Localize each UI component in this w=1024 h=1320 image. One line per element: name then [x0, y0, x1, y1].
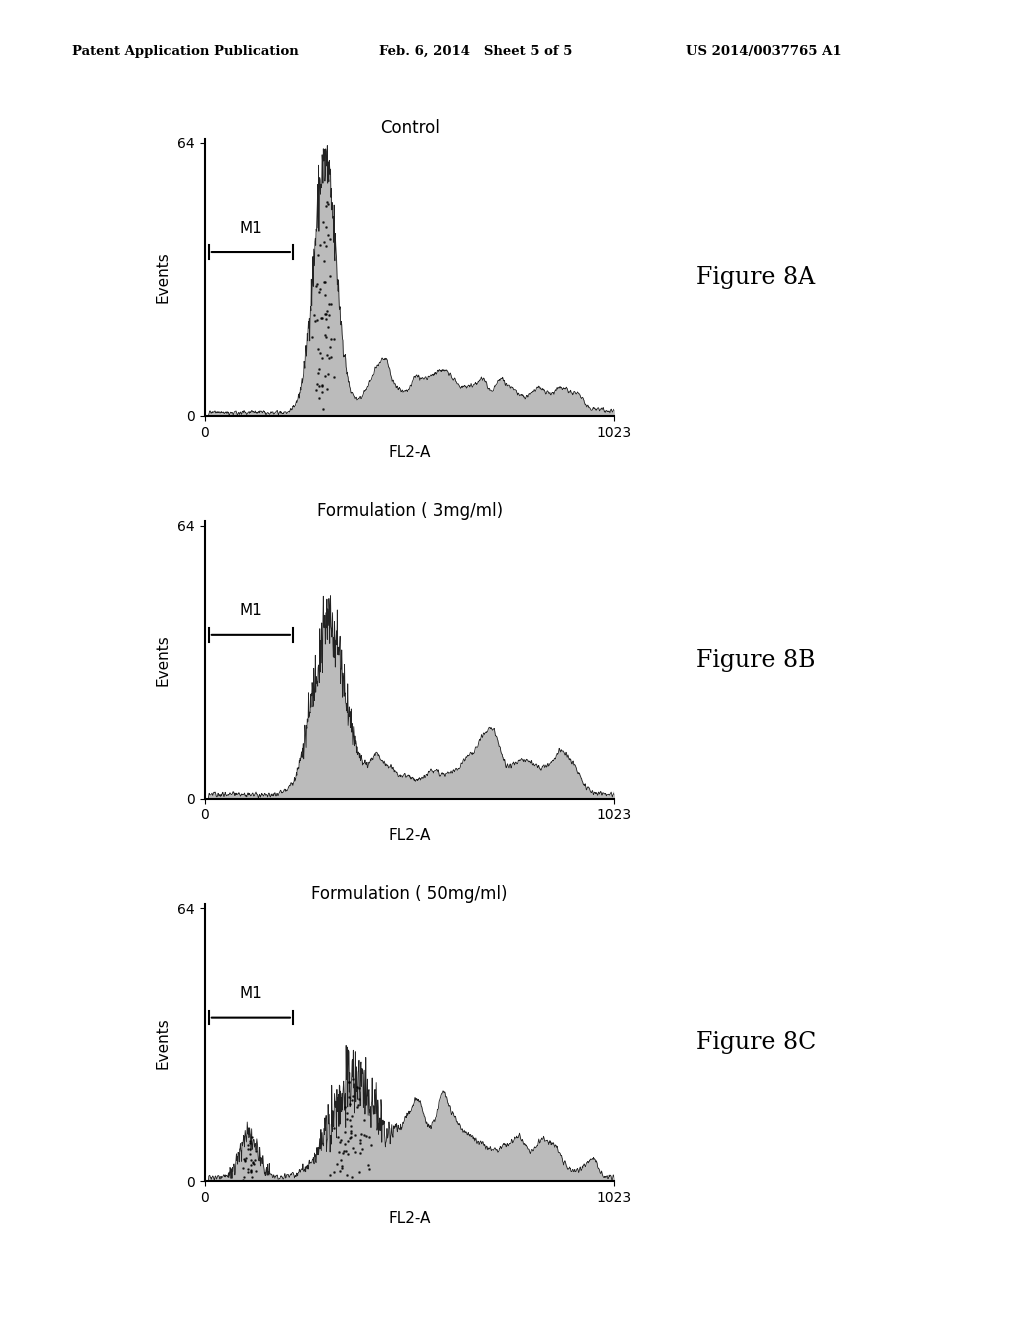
Text: Feb. 6, 2014   Sheet 5 of 5: Feb. 6, 2014 Sheet 5 of 5	[379, 45, 572, 58]
Y-axis label: Events: Events	[156, 634, 171, 686]
Title: Control: Control	[380, 119, 439, 137]
X-axis label: FL2-A: FL2-A	[388, 445, 431, 461]
Text: Figure 8B: Figure 8B	[696, 648, 816, 672]
Title: Formulation ( 3mg/ml): Formulation ( 3mg/ml)	[316, 502, 503, 520]
X-axis label: FL2-A: FL2-A	[388, 828, 431, 843]
Text: M1: M1	[240, 603, 262, 619]
Text: Figure 8C: Figure 8C	[696, 1031, 816, 1055]
X-axis label: FL2-A: FL2-A	[388, 1210, 431, 1226]
Y-axis label: Events: Events	[156, 1016, 171, 1069]
Text: US 2014/0037765 A1: US 2014/0037765 A1	[686, 45, 842, 58]
Title: Formulation ( 50mg/ml): Formulation ( 50mg/ml)	[311, 884, 508, 903]
Text: Patent Application Publication: Patent Application Publication	[72, 45, 298, 58]
Text: M1: M1	[240, 220, 262, 236]
Y-axis label: Events: Events	[156, 251, 171, 304]
Text: M1: M1	[240, 986, 262, 1002]
Text: Figure 8A: Figure 8A	[696, 265, 815, 289]
